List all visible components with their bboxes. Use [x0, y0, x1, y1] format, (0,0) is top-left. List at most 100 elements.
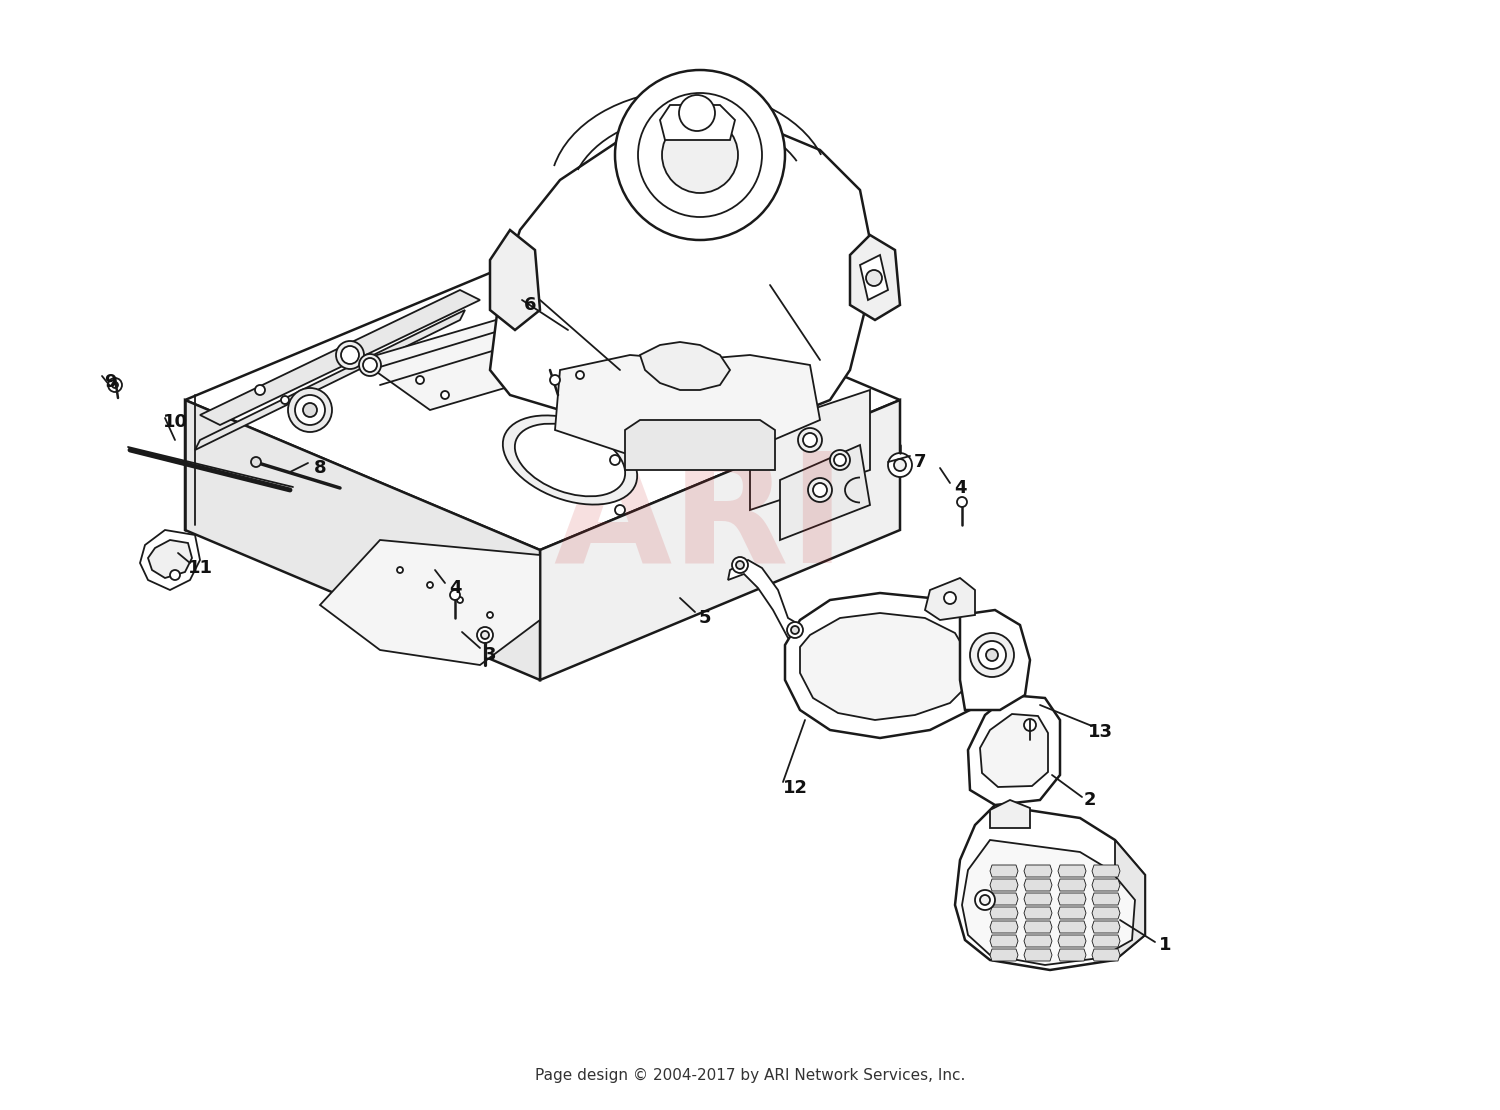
Circle shape	[604, 390, 615, 400]
Circle shape	[398, 567, 404, 573]
Circle shape	[978, 640, 1006, 669]
Polygon shape	[1058, 907, 1086, 919]
Circle shape	[944, 592, 956, 604]
Polygon shape	[1058, 949, 1086, 961]
Circle shape	[888, 453, 912, 477]
Circle shape	[788, 622, 802, 638]
Polygon shape	[728, 561, 800, 640]
Polygon shape	[148, 539, 192, 578]
Circle shape	[1024, 719, 1036, 731]
Text: 12: 12	[783, 779, 807, 797]
Polygon shape	[1058, 879, 1086, 891]
Polygon shape	[200, 290, 480, 425]
Circle shape	[288, 388, 332, 432]
Circle shape	[615, 70, 784, 240]
Polygon shape	[1024, 865, 1051, 877]
Circle shape	[980, 895, 990, 905]
Circle shape	[813, 483, 826, 497]
Text: 3: 3	[483, 646, 496, 664]
Polygon shape	[990, 894, 1018, 905]
Circle shape	[550, 375, 560, 385]
Circle shape	[363, 359, 376, 372]
Polygon shape	[184, 250, 900, 549]
Polygon shape	[990, 865, 1018, 877]
Circle shape	[477, 627, 494, 643]
Circle shape	[488, 612, 494, 618]
Polygon shape	[784, 593, 990, 738]
Polygon shape	[1092, 935, 1120, 947]
Polygon shape	[1024, 921, 1051, 934]
Circle shape	[427, 582, 433, 588]
Polygon shape	[1092, 865, 1120, 877]
Text: Page design © 2004-2017 by ARI Network Services, Inc.: Page design © 2004-2017 by ARI Network S…	[536, 1068, 964, 1082]
Circle shape	[596, 325, 604, 335]
Polygon shape	[1092, 921, 1120, 934]
Polygon shape	[140, 529, 200, 591]
Polygon shape	[490, 230, 540, 330]
Circle shape	[834, 454, 846, 466]
Polygon shape	[850, 235, 900, 320]
Circle shape	[450, 591, 460, 601]
Polygon shape	[980, 714, 1048, 787]
Polygon shape	[660, 105, 735, 140]
Polygon shape	[990, 907, 1018, 919]
Polygon shape	[960, 610, 1030, 710]
Polygon shape	[490, 120, 870, 430]
Polygon shape	[990, 949, 1018, 961]
Circle shape	[336, 341, 364, 369]
Circle shape	[340, 346, 358, 364]
Circle shape	[986, 649, 998, 660]
Polygon shape	[780, 445, 870, 539]
Polygon shape	[962, 840, 1136, 965]
Ellipse shape	[503, 415, 638, 505]
Circle shape	[358, 354, 381, 376]
Text: 10: 10	[162, 413, 188, 431]
Text: 2: 2	[1083, 791, 1096, 809]
Polygon shape	[360, 260, 770, 410]
Polygon shape	[1058, 894, 1086, 905]
Polygon shape	[1092, 949, 1120, 961]
Circle shape	[280, 396, 290, 404]
Circle shape	[170, 571, 180, 581]
Circle shape	[441, 391, 448, 398]
Polygon shape	[1114, 840, 1144, 960]
Polygon shape	[926, 578, 975, 620]
Circle shape	[970, 633, 1014, 677]
Polygon shape	[990, 879, 1018, 891]
Polygon shape	[1092, 907, 1120, 919]
Polygon shape	[1058, 865, 1086, 877]
Circle shape	[482, 630, 489, 639]
Polygon shape	[1024, 935, 1051, 947]
Polygon shape	[195, 310, 465, 450]
Polygon shape	[1024, 879, 1051, 891]
Polygon shape	[1092, 879, 1120, 891]
Circle shape	[865, 270, 882, 286]
Polygon shape	[990, 921, 1018, 934]
Circle shape	[416, 376, 424, 384]
Polygon shape	[1058, 935, 1086, 947]
Circle shape	[736, 561, 744, 569]
Circle shape	[251, 457, 261, 467]
Polygon shape	[626, 420, 776, 470]
Polygon shape	[640, 342, 730, 390]
Polygon shape	[750, 390, 870, 509]
Circle shape	[808, 478, 832, 502]
Circle shape	[638, 93, 762, 216]
Circle shape	[680, 95, 716, 131]
Circle shape	[112, 382, 118, 388]
Polygon shape	[859, 255, 888, 300]
Circle shape	[975, 890, 994, 910]
Polygon shape	[1058, 921, 1086, 934]
Circle shape	[732, 557, 748, 573]
Circle shape	[108, 379, 122, 392]
Polygon shape	[540, 400, 900, 680]
Text: 13: 13	[1088, 723, 1113, 741]
Text: 1: 1	[1158, 936, 1172, 953]
Circle shape	[790, 626, 800, 634]
Circle shape	[662, 117, 738, 193]
Polygon shape	[800, 613, 968, 720]
Circle shape	[458, 597, 464, 603]
Polygon shape	[1024, 949, 1051, 961]
Polygon shape	[990, 935, 1018, 947]
Circle shape	[296, 395, 326, 425]
